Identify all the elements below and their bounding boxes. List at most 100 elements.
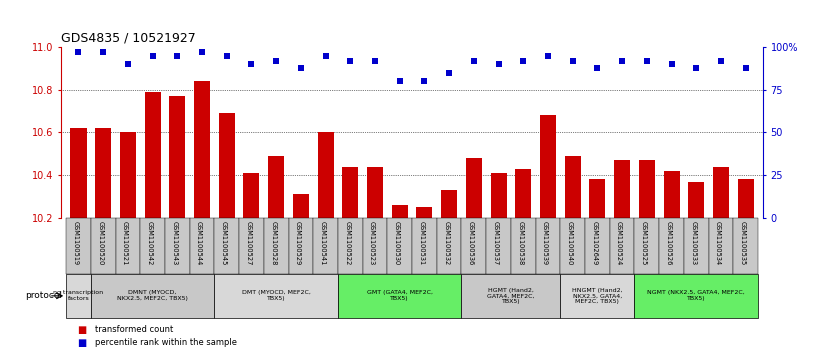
Text: DMT (MYOCD, MEF2C,
TBX5): DMT (MYOCD, MEF2C, TBX5) <box>242 290 311 301</box>
Text: GSM1100539: GSM1100539 <box>542 221 548 265</box>
Text: GSM1100536: GSM1100536 <box>468 221 474 265</box>
Bar <box>367 167 383 218</box>
Point <box>591 65 604 70</box>
Point <box>171 53 184 58</box>
Text: GSM1100540: GSM1100540 <box>566 221 573 265</box>
Point <box>468 58 481 64</box>
Bar <box>264 218 289 274</box>
Bar <box>362 218 388 274</box>
Text: GSM1100538: GSM1100538 <box>517 221 523 265</box>
Bar <box>243 173 259 218</box>
Point <box>442 70 455 76</box>
Text: DMNT (MYOCD,
NKX2.5, MEF2C, TBX5): DMNT (MYOCD, NKX2.5, MEF2C, TBX5) <box>118 290 188 301</box>
Text: GSM1100535: GSM1100535 <box>739 221 746 265</box>
Text: GSM1100529: GSM1100529 <box>295 221 301 265</box>
Text: GSM1100522: GSM1100522 <box>344 221 350 265</box>
Bar <box>535 218 561 274</box>
Text: GSM1100531: GSM1100531 <box>419 221 424 265</box>
Point <box>295 65 308 70</box>
Bar <box>738 179 754 218</box>
Bar <box>610 218 635 274</box>
Bar <box>338 274 462 318</box>
Text: HNGMT (Hand2,
NKX2.5, GATA4,
MEF2C, TBX5): HNGMT (Hand2, NKX2.5, GATA4, MEF2C, TBX5… <box>572 287 623 304</box>
Text: GSM1100542: GSM1100542 <box>147 221 153 265</box>
Text: percentile rank within the sample: percentile rank within the sample <box>95 338 237 347</box>
Text: no transcription
factors: no transcription factors <box>53 290 104 301</box>
Point <box>739 65 752 70</box>
Text: GSM1100545: GSM1100545 <box>221 221 227 265</box>
Bar <box>486 218 511 274</box>
Bar <box>91 274 215 318</box>
Bar <box>140 218 165 274</box>
Text: protocol: protocol <box>25 291 62 300</box>
Bar <box>165 218 189 274</box>
Text: GSM1100526: GSM1100526 <box>666 221 672 265</box>
Bar <box>490 173 507 218</box>
Text: GSM1100520: GSM1100520 <box>97 221 103 265</box>
Bar <box>268 156 284 218</box>
Bar <box>441 190 457 218</box>
Text: GSM1100524: GSM1100524 <box>616 221 622 265</box>
Text: GSM1100541: GSM1100541 <box>320 221 326 265</box>
Bar <box>565 156 581 218</box>
Text: GSM1100521: GSM1100521 <box>122 221 128 265</box>
Bar <box>416 207 432 218</box>
Point <box>517 58 530 64</box>
Bar <box>462 274 561 318</box>
Bar <box>70 128 86 218</box>
Bar <box>639 160 655 218</box>
Text: GSM1100527: GSM1100527 <box>246 221 251 265</box>
Bar <box>120 132 136 218</box>
Bar <box>663 171 680 218</box>
Bar <box>635 218 659 274</box>
Bar <box>66 274 91 318</box>
Point <box>96 49 109 55</box>
Text: GSM1100533: GSM1100533 <box>690 221 696 265</box>
Point <box>122 61 135 67</box>
Bar <box>95 128 111 218</box>
Point <box>146 53 159 58</box>
Bar <box>684 218 708 274</box>
Bar <box>219 113 235 218</box>
Bar <box>466 158 482 218</box>
Text: GSM1100532: GSM1100532 <box>443 221 449 265</box>
Point <box>492 61 505 67</box>
Text: GSM1100525: GSM1100525 <box>641 221 647 265</box>
Bar <box>293 194 309 218</box>
Text: GSM1100519: GSM1100519 <box>73 221 78 265</box>
Bar <box>614 160 630 218</box>
Point <box>393 78 406 84</box>
Text: ■: ■ <box>78 325 86 335</box>
Bar <box>511 218 535 274</box>
Text: GMT (GATA4, MEF2C,
TBX5): GMT (GATA4, MEF2C, TBX5) <box>366 290 432 301</box>
Point <box>245 61 258 67</box>
Text: transformed count: transformed count <box>95 325 174 334</box>
Bar <box>189 218 215 274</box>
Text: GSM1100530: GSM1100530 <box>394 221 400 265</box>
Point <box>196 49 209 55</box>
Point <box>369 58 382 64</box>
Bar <box>462 218 486 274</box>
Point <box>715 58 728 64</box>
Point <box>665 61 678 67</box>
Point <box>344 58 357 64</box>
Text: GSM1100537: GSM1100537 <box>493 221 499 265</box>
Bar <box>412 218 437 274</box>
Point <box>690 65 703 70</box>
Text: HGMT (Hand2,
GATA4, MEF2C,
TBX5): HGMT (Hand2, GATA4, MEF2C, TBX5) <box>487 287 534 304</box>
Bar <box>169 96 185 218</box>
Point <box>641 58 654 64</box>
Text: GSM1100528: GSM1100528 <box>270 221 276 265</box>
Text: ■: ■ <box>78 338 86 348</box>
Text: GDS4835 / 10521927: GDS4835 / 10521927 <box>61 32 196 45</box>
Bar <box>313 218 338 274</box>
Point <box>615 58 628 64</box>
Bar <box>215 274 338 318</box>
Bar <box>688 182 704 218</box>
Bar <box>713 167 729 218</box>
Point <box>220 53 233 58</box>
Bar <box>194 81 210 218</box>
Bar <box>144 92 161 218</box>
Bar <box>635 274 758 318</box>
Text: GSM1102649: GSM1102649 <box>592 221 597 265</box>
